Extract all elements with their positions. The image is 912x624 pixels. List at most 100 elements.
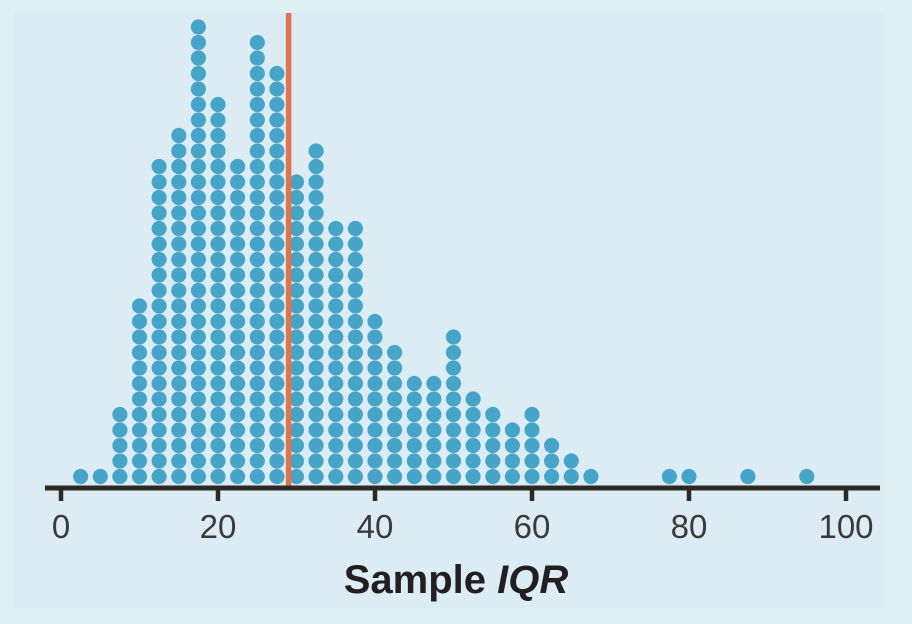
dot bbox=[366, 344, 384, 361]
dot bbox=[425, 421, 442, 439]
dot bbox=[425, 390, 442, 408]
dot bbox=[151, 313, 168, 330]
dot bbox=[209, 437, 227, 454]
dot bbox=[249, 158, 266, 175]
dot bbox=[170, 158, 187, 175]
dot bbox=[268, 452, 285, 470]
dot bbox=[209, 204, 227, 222]
dot bbox=[92, 468, 109, 485]
dot-column bbox=[739, 468, 756, 485]
dot bbox=[366, 328, 384, 346]
dot bbox=[170, 452, 187, 470]
dot bbox=[327, 297, 344, 315]
dot bbox=[347, 359, 364, 377]
dot bbox=[151, 266, 168, 284]
dot bbox=[386, 468, 403, 485]
dot bbox=[484, 437, 501, 454]
dot bbox=[386, 421, 403, 439]
dot bbox=[190, 127, 207, 144]
dot-column bbox=[680, 468, 698, 485]
dot bbox=[209, 111, 227, 129]
dot-column bbox=[327, 220, 344, 485]
dot bbox=[190, 158, 207, 175]
dot bbox=[523, 406, 541, 423]
dot bbox=[249, 437, 266, 454]
dot bbox=[308, 359, 325, 377]
dot bbox=[190, 111, 207, 129]
dot bbox=[170, 468, 187, 485]
dot bbox=[268, 189, 285, 206]
dot bbox=[131, 359, 148, 377]
dot bbox=[366, 313, 384, 330]
dot bbox=[151, 235, 168, 253]
dot bbox=[151, 328, 168, 346]
dot bbox=[170, 127, 187, 144]
dot bbox=[504, 468, 521, 485]
dot bbox=[445, 359, 462, 377]
dot-column bbox=[406, 375, 423, 485]
dot bbox=[425, 437, 442, 454]
dot-column bbox=[484, 406, 501, 485]
dot bbox=[523, 452, 541, 470]
dot bbox=[308, 142, 325, 160]
dot-column bbox=[170, 127, 187, 485]
dot bbox=[170, 344, 187, 361]
x-axis-title-regular: Sample bbox=[343, 558, 498, 602]
dot bbox=[249, 406, 266, 423]
dot bbox=[151, 220, 168, 237]
dot bbox=[229, 158, 246, 175]
dot bbox=[170, 375, 187, 392]
dot bbox=[151, 421, 168, 439]
x-axis-tick-label: 20 bbox=[200, 508, 237, 545]
dot bbox=[268, 204, 285, 222]
dot bbox=[190, 344, 207, 361]
dot bbox=[347, 452, 364, 470]
dot bbox=[209, 173, 227, 191]
dot-column bbox=[347, 220, 364, 485]
x-axis-ticks bbox=[58, 489, 849, 501]
dot bbox=[347, 437, 364, 454]
dot bbox=[131, 313, 148, 330]
dot bbox=[190, 34, 207, 51]
dot bbox=[229, 468, 246, 485]
dot bbox=[327, 313, 344, 330]
dot-column bbox=[386, 344, 403, 485]
dot bbox=[190, 266, 207, 284]
dot bbox=[308, 251, 325, 268]
dot bbox=[347, 297, 364, 315]
dot bbox=[249, 189, 266, 206]
dot bbox=[445, 437, 462, 454]
dot bbox=[504, 452, 521, 470]
dot bbox=[308, 468, 325, 485]
dot-column bbox=[111, 406, 128, 485]
dot bbox=[308, 297, 325, 315]
dot bbox=[268, 328, 285, 346]
dot bbox=[170, 204, 187, 222]
dot bbox=[406, 437, 423, 454]
dot bbox=[366, 421, 384, 439]
dot bbox=[209, 96, 227, 113]
dot bbox=[739, 468, 756, 485]
dot bbox=[268, 421, 285, 439]
dot bbox=[366, 437, 384, 454]
dot bbox=[366, 406, 384, 423]
dot-column bbox=[563, 452, 580, 485]
dot bbox=[268, 297, 285, 315]
dot bbox=[229, 266, 246, 284]
dot bbox=[229, 390, 246, 408]
dot bbox=[386, 344, 403, 361]
dot bbox=[170, 359, 187, 377]
dot bbox=[131, 406, 148, 423]
dot bbox=[680, 468, 698, 485]
dot bbox=[465, 452, 482, 470]
dot bbox=[249, 80, 266, 98]
dot bbox=[347, 421, 364, 439]
dot bbox=[308, 452, 325, 470]
dot bbox=[347, 251, 364, 268]
dot bbox=[170, 189, 187, 206]
dot bbox=[484, 421, 501, 439]
dot bbox=[268, 282, 285, 299]
dot bbox=[209, 313, 227, 330]
dot bbox=[170, 173, 187, 191]
